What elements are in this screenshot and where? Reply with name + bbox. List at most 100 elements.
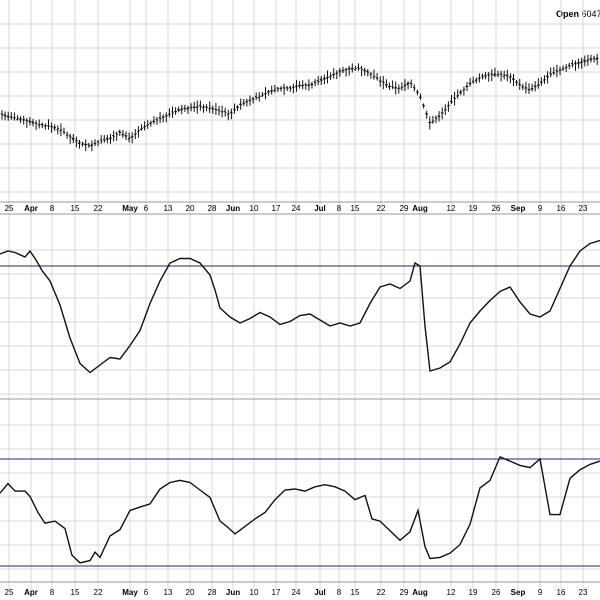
price-bar-open bbox=[288, 86, 291, 89]
price-bar-open bbox=[409, 82, 412, 84]
price-bar-open bbox=[329, 76, 331, 78]
x-tick-label: 9 bbox=[538, 588, 543, 597]
price-bar-open bbox=[579, 60, 583, 64]
price-bar-open bbox=[22, 118, 25, 121]
x-tick-label: 22 bbox=[377, 204, 386, 213]
price-bar-open bbox=[90, 143, 93, 147]
price-bar-open bbox=[573, 62, 576, 65]
price-bar-open bbox=[155, 118, 158, 120]
price-bar-open bbox=[483, 74, 487, 77]
price-bar-open bbox=[527, 88, 530, 91]
x-tick-label: May bbox=[122, 204, 138, 213]
price-bar-open bbox=[105, 137, 108, 141]
price-bar-open bbox=[552, 71, 554, 74]
x-tick-label: 22 bbox=[94, 588, 103, 597]
x-tick-label: 22 bbox=[94, 204, 103, 213]
price-bar-open bbox=[245, 100, 248, 103]
price-bar-open bbox=[474, 79, 477, 82]
price-bar-open bbox=[164, 115, 167, 117]
price-bar-open bbox=[242, 102, 244, 104]
price-bar-open bbox=[508, 76, 511, 79]
price-bar-open bbox=[465, 84, 468, 88]
x-tick-label: Apr bbox=[24, 588, 38, 597]
x-tick-label: 22 bbox=[377, 588, 386, 597]
x-tick-label: 25 bbox=[5, 204, 14, 213]
x-tick-label: 8 bbox=[50, 204, 55, 213]
price-bar-open bbox=[539, 81, 542, 83]
price-bar-open bbox=[217, 109, 220, 111]
price-bar-open bbox=[3, 114, 6, 118]
x-tick-label: 10 bbox=[250, 204, 259, 213]
price-bar-open bbox=[375, 76, 378, 79]
price-bar-open bbox=[71, 137, 74, 141]
price-bar-open bbox=[6, 115, 9, 118]
price-bar-open bbox=[493, 73, 496, 76]
price-bar-open bbox=[18, 117, 22, 121]
x-tick-label: Sep bbox=[511, 204, 526, 213]
price-bar-open bbox=[263, 93, 266, 96]
price-bar-open bbox=[515, 81, 517, 83]
price-bar-open bbox=[524, 86, 527, 89]
x-tick-label: 29 bbox=[400, 588, 409, 597]
indicator-2-line bbox=[0, 455, 600, 564]
price-bar-open bbox=[561, 68, 564, 70]
price-bar-open bbox=[397, 87, 400, 90]
price-bar-open bbox=[276, 87, 279, 89]
x-tick-label: 19 bbox=[469, 204, 478, 213]
price-bar-open bbox=[456, 95, 458, 98]
price-bar-open bbox=[304, 84, 307, 86]
x-tick-label: 8 bbox=[50, 588, 55, 597]
open-price-label: Open 6047. bbox=[556, 9, 600, 19]
x-tick-label: 28 bbox=[208, 588, 217, 597]
x-tick-label: 28 bbox=[208, 204, 217, 213]
price-bar-open bbox=[83, 143, 87, 146]
price-bar-open bbox=[313, 81, 316, 84]
price-bar-open bbox=[149, 122, 152, 125]
price-bar-open bbox=[68, 135, 71, 137]
price-bar-open bbox=[316, 79, 319, 82]
x-tick-label: May bbox=[122, 588, 138, 597]
x-tick-label: 6 bbox=[144, 588, 149, 597]
price-bar-open bbox=[505, 74, 508, 77]
price-bar-open bbox=[437, 115, 440, 118]
price-bar-open bbox=[28, 120, 31, 123]
price-bar-open bbox=[545, 75, 549, 79]
x-tick-label: Jul bbox=[314, 588, 326, 597]
price-bar-open bbox=[425, 112, 428, 115]
price-bar-open bbox=[108, 137, 111, 140]
price-bar-open bbox=[406, 82, 409, 86]
x-tick-label: 8 bbox=[337, 588, 342, 597]
x-tick-label: 13 bbox=[164, 588, 173, 597]
price-bar-open bbox=[511, 78, 514, 81]
price-bar-open bbox=[195, 106, 198, 109]
price-bar-open bbox=[319, 78, 322, 82]
price-bar-open bbox=[9, 116, 12, 118]
x-tick-label: 10 bbox=[250, 588, 259, 597]
price-bar-open bbox=[239, 103, 242, 106]
price-bar-open bbox=[180, 107, 183, 111]
price-bar-open bbox=[52, 126, 56, 129]
x-tick-label: 19 bbox=[469, 588, 478, 597]
price-bar-open bbox=[192, 106, 195, 109]
price-bar-open bbox=[586, 59, 589, 62]
indicator-1-panel bbox=[0, 239, 600, 374]
price-bar-open bbox=[431, 120, 434, 123]
x-tick-label: 13 bbox=[164, 204, 173, 213]
x-tick-label: 15 bbox=[71, 204, 80, 213]
price-bar-open bbox=[176, 108, 180, 112]
x-tick-label: 20 bbox=[186, 204, 195, 213]
x-tick-label: 23 bbox=[579, 588, 588, 597]
price-bar-open bbox=[536, 84, 539, 87]
price-bar-open bbox=[366, 70, 369, 73]
price-bar-open bbox=[251, 97, 254, 100]
price-bar-open bbox=[477, 77, 480, 80]
indicator-1-line bbox=[0, 239, 600, 374]
price-bar-open bbox=[453, 96, 455, 99]
x-tick-label: Sep bbox=[511, 588, 526, 597]
price-bar-open bbox=[102, 138, 105, 141]
price-bar-open bbox=[307, 84, 310, 87]
price-bar-open bbox=[341, 69, 344, 72]
x-tick-label: 16 bbox=[557, 588, 566, 597]
price-bar-open bbox=[294, 85, 297, 88]
